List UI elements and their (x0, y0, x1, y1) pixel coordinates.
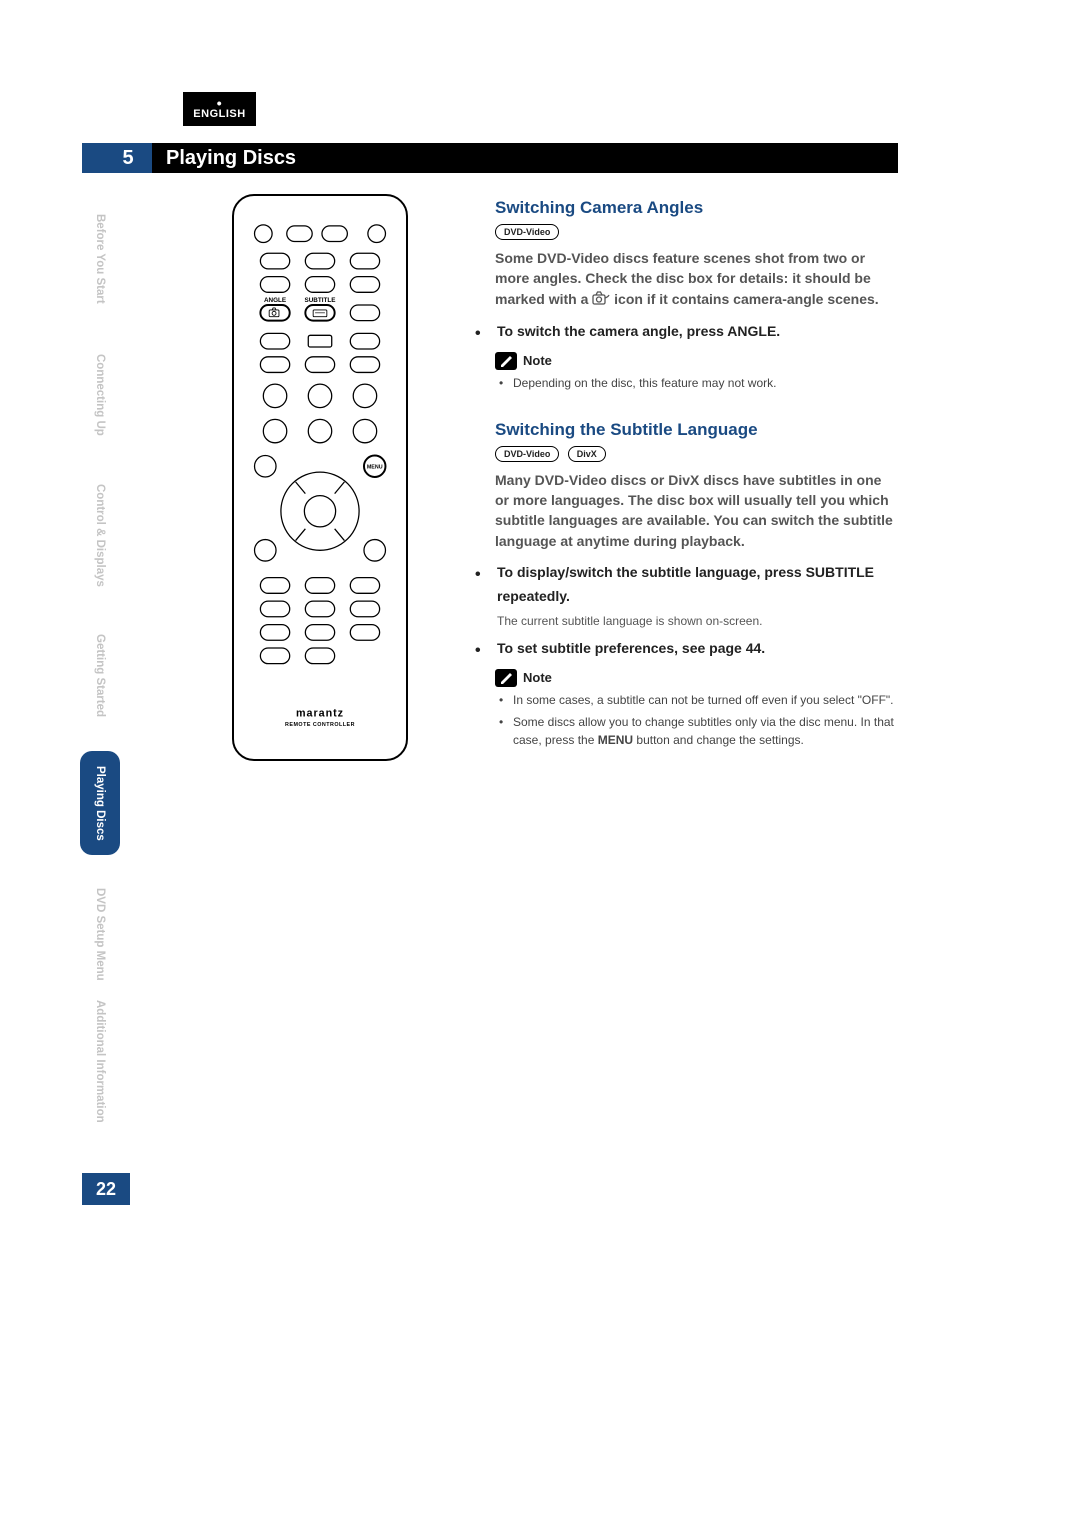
section-body: Many DVD-Video discs or DivX discs have … (495, 470, 895, 551)
format-badges: DVD-Video (495, 222, 895, 240)
note-label: Note (523, 353, 552, 368)
format-badge: DVD-Video (495, 446, 559, 462)
section-heading: Switching the Subtitle Language (495, 420, 895, 440)
manual-page: • ENGLISH 5 Playing Discs Before You Sta… (0, 0, 1080, 1528)
remote-brand-sub: REMOTE CONTROLLER (285, 722, 355, 728)
remote-angle-label: ANGLE (264, 297, 286, 304)
instruction-item: To display/switch the subtitle language,… (475, 561, 895, 631)
section-heading: Switching Camera Angles (495, 198, 895, 218)
page-number: 22 (82, 1173, 130, 1205)
chapter-number: 5 (122, 147, 133, 170)
instruction-item: To switch the camera angle, press ANGLE. (475, 320, 895, 344)
section-tab: Connecting Up (80, 337, 120, 453)
content-column: Switching Camera Angles DVD-Video Some D… (495, 198, 895, 763)
section-tab-label: Additional Information (94, 1000, 106, 1123)
instruction-subtext: The current subtitle language is shown o… (497, 611, 895, 631)
remote-brand: marantz (296, 707, 344, 719)
section-tab: Additional Information (80, 1013, 120, 1109)
section-tab: Before You Start (80, 196, 120, 321)
remote-controller-diagram: ANGLE SUBTITLE (232, 194, 408, 761)
chapter-number-box: 5 (82, 143, 152, 173)
note-item: Some discs allow you to change subtitles… (495, 713, 895, 749)
section-tab-label: Getting Started (94, 634, 106, 717)
language-label: ENGLISH (193, 108, 245, 120)
instruction-list: To switch the camera angle, press ANGLE. (495, 320, 895, 344)
instruction-list: To display/switch the subtitle language,… (495, 561, 895, 661)
section-tab: Playing Discs (80, 751, 120, 855)
note-header: Note (495, 669, 895, 687)
section-tab-label: Control & Displays (94, 484, 106, 587)
chapter-header: 5 Playing Discs (82, 143, 898, 173)
chapter-title: Playing Discs (166, 147, 296, 170)
format-badge: DivX (568, 446, 606, 462)
section-tab: Getting Started (80, 617, 120, 735)
section-tab: Control & Displays (80, 469, 120, 601)
section-tab-label: Connecting Up (94, 354, 106, 436)
note-list: Depending on the disc, this feature may … (495, 374, 895, 392)
section-tab-label: DVD Setup Menu (94, 888, 106, 981)
pencil-icon (495, 352, 517, 370)
instruction-item: To set subtitle preferences, see page 44… (475, 637, 895, 661)
section-tab-label: Playing Discs (94, 766, 106, 841)
bullet-icon: • (217, 99, 222, 107)
format-badge: DVD-Video (495, 224, 559, 240)
note-list: In some cases, a subtitle can not be tur… (495, 691, 895, 749)
remote-menu-label: MENU (367, 465, 383, 471)
pencil-icon (495, 669, 517, 687)
note-label: Note (523, 670, 552, 685)
remote-subtitle-label: SUBTITLE (304, 297, 335, 304)
section-tab: DVD Setup Menu (80, 871, 120, 997)
section-tabs: Before You Start Connecting Up Control & D… (80, 196, 128, 1109)
section-body: Some DVD-Video discs feature scenes shot… (495, 248, 895, 310)
section-tab-label: Before You Start (94, 214, 106, 304)
format-badges: DVD-Video DivX (495, 444, 895, 462)
note-item: Depending on the disc, this feature may … (495, 374, 895, 392)
camera-angle-icon (592, 290, 610, 310)
note-header: Note (495, 352, 895, 370)
note-item: In some cases, a subtitle can not be tur… (495, 691, 895, 709)
language-tag: • ENGLISH (183, 92, 256, 126)
